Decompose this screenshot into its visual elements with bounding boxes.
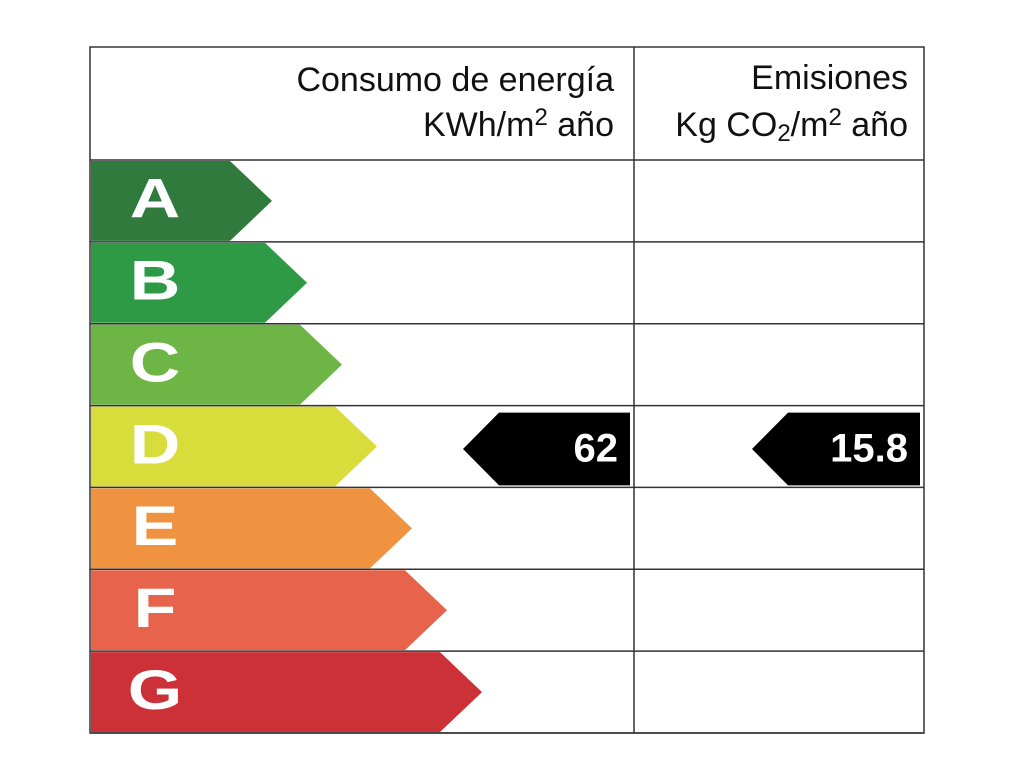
- unit-part: 2: [534, 104, 547, 131]
- unit-part: 2: [777, 120, 790, 147]
- rating-arrow: [91, 161, 272, 241]
- unit-part: Kg CO: [675, 106, 777, 144]
- consumption-title: Consumo de energía: [296, 61, 614, 99]
- rating-arrow: [91, 324, 342, 405]
- rating-letter: A: [130, 168, 181, 230]
- emissions-unit: Kg CO2/m2 año: [675, 104, 908, 147]
- value-tag: [463, 412, 630, 486]
- rating-letter: B: [130, 250, 181, 312]
- rating-arrow: [91, 570, 447, 651]
- consumption-unit: KWh/m2 año: [423, 104, 614, 144]
- value-label: 62: [574, 427, 619, 471]
- unit-part: 2: [828, 104, 841, 131]
- rating-arrow: [91, 652, 482, 732]
- rating-arrow: [91, 406, 377, 487]
- value-tag: [752, 412, 920, 486]
- unit-part: año: [548, 106, 614, 144]
- rating-arrow: [91, 242, 307, 323]
- rating-letter: E: [132, 496, 179, 558]
- rating-letter: G: [128, 659, 182, 721]
- unit-part: año: [842, 106, 908, 144]
- unit-part: /m: [791, 106, 829, 144]
- table-grid: [89, 46, 925, 734]
- rating-letter: D: [130, 414, 181, 476]
- rating-arrow: [91, 488, 412, 569]
- unit-part: KWh/m: [423, 106, 534, 144]
- emissions-title: Emisiones: [751, 59, 908, 97]
- rating-letter: C: [130, 332, 181, 394]
- value-label: 15.8: [830, 427, 908, 471]
- rating-letter: F: [134, 578, 177, 640]
